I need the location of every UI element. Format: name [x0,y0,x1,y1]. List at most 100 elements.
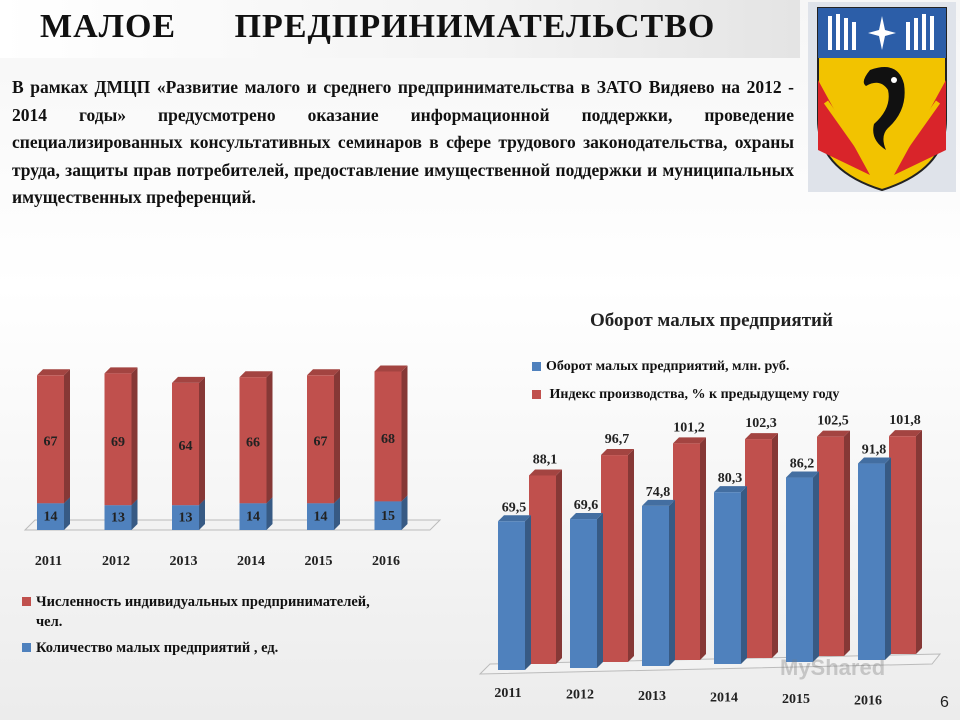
coat-of-arms-emblem [808,2,956,192]
tick-label-2016: 2016 [854,694,882,709]
data-label-turnover-2013: 74,8 [646,485,671,500]
data-label-enterprises-2013: 13 [179,510,193,525]
bar-index-2015-side [844,430,850,656]
legend-label-entrepreneurs: Численность индивидуальных предпринимате… [36,594,370,630]
bar-enterprises-2013 [172,505,199,530]
bar-turnover-2015 [786,477,813,662]
bar-index-2015-top [817,430,850,437]
data-label-enterprises-2016: 15 [381,509,395,524]
bar-entrepreneurs-2016 [374,371,402,502]
bar-enterprises-2015 [307,503,334,530]
bar-enterprises-2013-side [199,499,205,530]
data-label-turnover-2014: 80,3 [718,471,743,486]
bar-index-2013-side [700,437,706,660]
data-label-turnover-2012: 69,6 [574,498,599,513]
bar-entrepreneurs-2011-top [37,369,70,376]
bar-index-2014-side [772,433,778,658]
chart-entrepreneurs: 67 14 2011 69 13 2012 64 13 2013 66 14 2014 67 14 2015… [23,365,442,569]
legend-label-enterprises: Количество малых предприятий , ед. [36,640,279,656]
data-label-index-2011: 88,1 [533,452,558,467]
bar-index-2015 [817,436,844,656]
data-label-entrepreneurs-2011: 67 [44,435,58,450]
bar-index-2016-top [889,430,922,437]
page-title: МАЛОЕ ПРЕДПРИНИМАТЕЛЬСТВО [40,8,716,45]
data-label-enterprises-2015: 14 [314,510,328,525]
chart-turnover-title: Оборот малых предприятий [590,310,833,331]
bar-entrepreneurs-2015-top [307,369,340,376]
legend-swatch-blue [22,643,31,652]
bar-turnover-2011 [498,521,525,670]
bar-turnover-2015-side [813,471,819,662]
data-label-entrepreneurs-2016: 68 [381,432,395,447]
bar-turnover-2011-side [525,515,531,670]
bar-index-2011 [529,475,556,664]
bar-enterprises-2012-side [131,499,138,530]
bar-turnover-2013 [642,505,669,666]
data-label-entrepreneurs-2015: 67 [314,435,328,450]
bar-entrepreneurs-2014-top [239,371,273,378]
data-label-turnover-2015: 86,2 [790,457,815,472]
bar-entrepreneurs-2013 [172,382,199,506]
data-label-entrepreneurs-2013: 64 [179,439,193,454]
data-label-index-2013: 101,2 [673,420,705,435]
bar-index-2012-top [601,449,634,456]
bar-enterprises-2011 [37,503,64,530]
bar-entrepreneurs-2016-top [374,365,408,372]
bar-turnover-2013-side [669,499,675,666]
legend-item-turnover: Оборот малых предприятий, млн. руб. [532,357,952,377]
chart-turnover: 69,5 88,1 2011 69,6 96,7 2012 74,8 101,2 2013 80,… [478,415,942,709]
bar-enterprises-2014-side [266,497,273,530]
legend-right: Оборот малых предприятий, млн. руб. Инде… [532,357,952,413]
tick-label-2014: 2014 [710,691,738,706]
bar-enterprises-2011-side [64,497,70,530]
bar-index-2012-side [628,449,634,662]
data-label-enterprises-2011: 14 [44,510,58,525]
bar-entrepreneurs-2014-side [266,371,273,504]
bar-entrepreneurs-2012-side [131,367,138,506]
floor [478,653,942,675]
bar-index-2016 [889,436,916,654]
bar-entrepreneurs-2014 [239,377,267,504]
bar-turnover-2011-top [498,515,531,522]
tick-label-2013: 2013 [638,689,666,704]
bar-index-2011-side [556,469,562,664]
intro-paragraph: В рамках ДМЦП «Развитие малого и среднег… [12,77,794,207]
bar-turnover-2014-side [741,486,747,664]
bar-entrepreneurs-2015-side [334,369,340,504]
bar-index-2013 [673,443,700,660]
bar-turnover-2014-top [714,486,747,493]
data-label-index-2015: 102,5 [817,415,849,429]
data-label-turnover-2011: 69,5 [502,500,527,515]
tick-label-2012: 2012 [102,554,130,569]
legend-swatch-red [532,390,541,399]
bar-enterprises-2012 [104,505,132,530]
bar-entrepreneurs-2015 [307,375,334,504]
bar-turnover-2012-side [597,513,603,668]
bar-turnover-2012-top [570,513,603,520]
watermark-logo: MyShared [780,655,886,680]
legend-swatch-blue [532,362,541,371]
bar-turnover-2016-side [885,457,891,660]
legend-label-index: Индекс производства, % к предыдущему год… [546,387,840,402]
tick-label-2015: 2015 [782,692,810,707]
data-label-enterprises-2014: 14 [246,510,260,525]
bar-entrepreneurs-2012-top [104,367,138,374]
tick-label-2011: 2011 [494,686,521,701]
bar-entrepreneurs-2013-side [199,376,205,506]
tick-label-2012: 2012 [566,688,594,703]
data-label-index-2016: 101,8 [889,415,921,428]
data-label-enterprises-2012: 13 [111,510,125,525]
data-label-turnover-2016: 91,8 [862,443,887,458]
bar-index-2014 [745,439,772,658]
tick-label-2014: 2014 [237,554,265,569]
bar-enterprises-2016-side [401,495,408,530]
slide-number: 6 [940,694,949,711]
tick-label-2013: 2013 [170,554,198,569]
bar-turnover-2014 [714,492,741,664]
data-label-entrepreneurs-2014: 66 [246,436,260,451]
tick-label-2015: 2015 [305,554,333,569]
bar-enterprises-2016 [374,501,402,530]
bar-entrepreneurs-2012 [104,373,132,506]
data-label-entrepreneurs-2012: 69 [111,435,125,450]
data-label-index-2014: 102,3 [745,416,777,431]
